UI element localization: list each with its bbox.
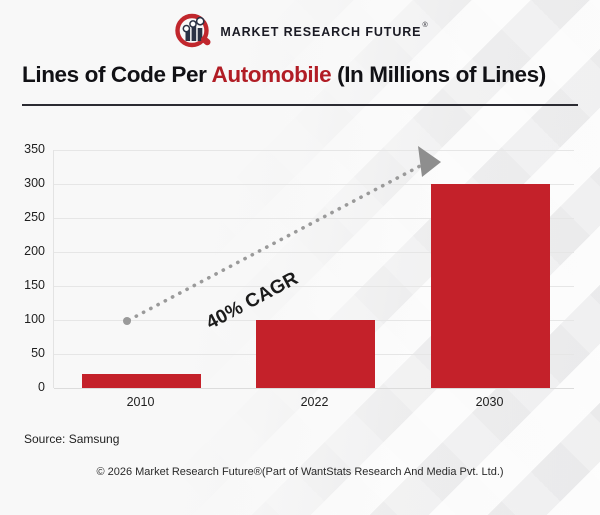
y-tick-350: 350 (24, 142, 45, 156)
x-tick-2022: 2022 (300, 395, 329, 409)
y-tick-200: 200 (24, 244, 45, 258)
y-tick-300: 300 (24, 176, 45, 190)
brand-header: MARKET RESEARCH FUTURE ® (0, 11, 600, 53)
y-tick-50: 50 (31, 346, 45, 360)
bar-2010[interactable] (82, 374, 201, 388)
bar-2030[interactable] (431, 184, 550, 388)
y-tick-0: 0 (38, 380, 45, 394)
bar-chart: 350 300 250 200 150 100 50 0 2010 2022 2… (0, 120, 600, 410)
x-tick-2030: 2030 (475, 395, 504, 409)
title-divider (22, 104, 578, 106)
brand-wordmark: MARKET RESEARCH FUTURE ® (220, 22, 427, 39)
source-note: Source: Samsung (24, 432, 120, 446)
gridline-350 (54, 150, 574, 151)
magnifying-glass-bar-chart-logo-icon (172, 12, 216, 52)
y-tick-100: 100 (24, 312, 45, 326)
title-accent-word: Automobile (211, 62, 332, 87)
bar-2022[interactable] (256, 320, 375, 388)
copyright-note: © 2026 Market Research Future®(Part of W… (96, 466, 504, 478)
registered-trademark-icon: ® (422, 21, 428, 29)
x-tick-2010: 2010 (126, 395, 155, 409)
brand-name: MARKET RESEARCH FUTURE (220, 24, 422, 39)
y-tick-250: 250 (24, 210, 45, 224)
title-part-2: (In Millions of Lines) (331, 62, 546, 87)
page-title: Lines of Code Per Automobile (In Million… (22, 62, 578, 88)
y-axis-labels: 350 300 250 200 150 100 50 0 (0, 142, 600, 394)
title-part-1: Lines of Code Per (22, 62, 212, 87)
y-tick-150: 150 (24, 278, 45, 292)
x-axis-line (54, 388, 574, 389)
